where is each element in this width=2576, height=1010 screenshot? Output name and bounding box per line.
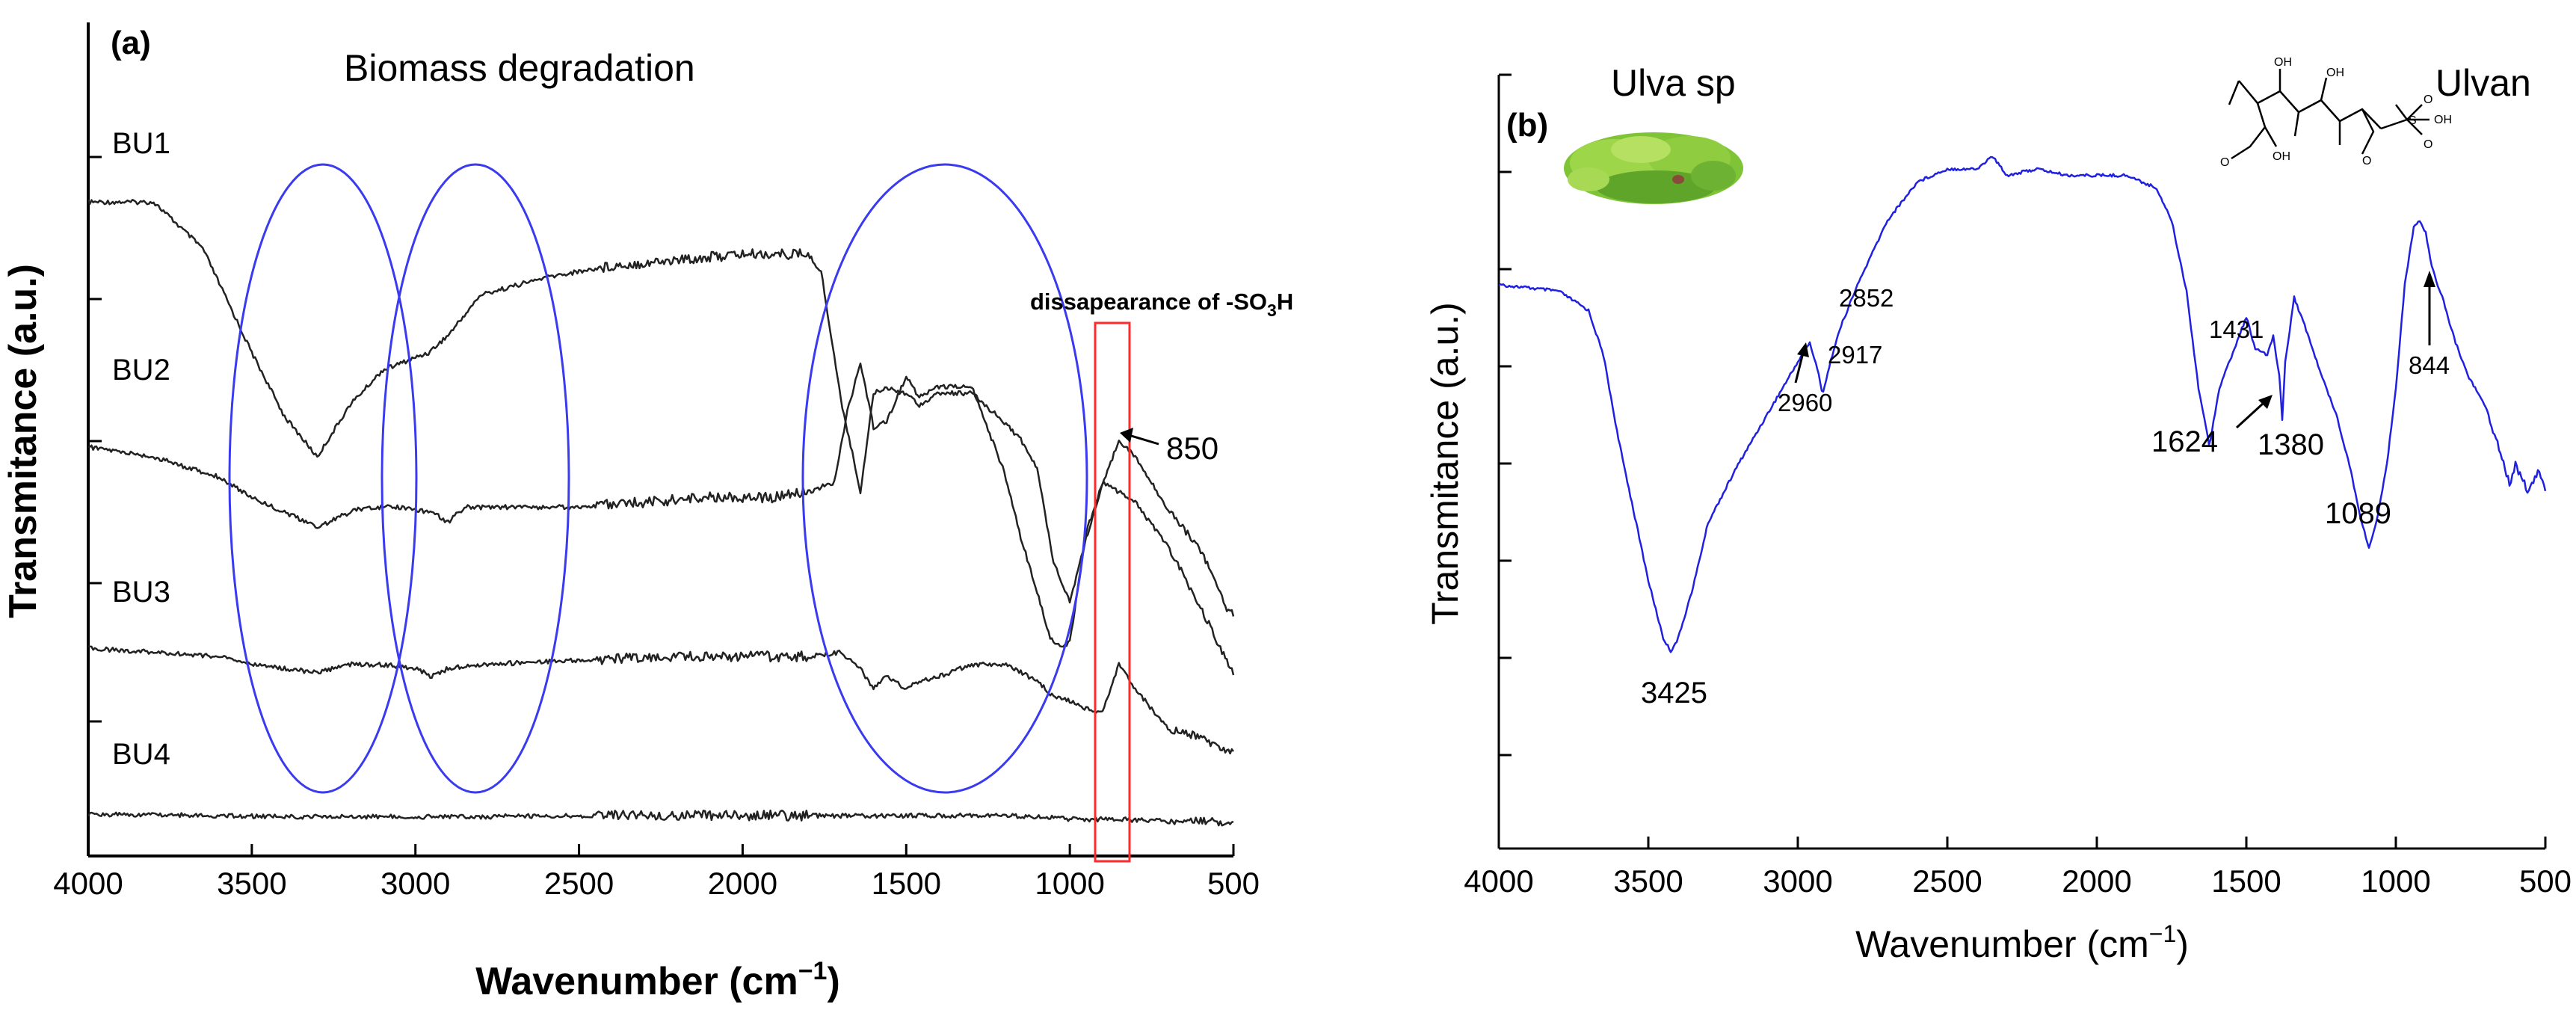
ellipse-oh-region bbox=[228, 163, 418, 794]
svg-text:O: O bbox=[2424, 138, 2432, 151]
panel-a-title: Biomass degradation bbox=[344, 47, 695, 89]
panel-a-y-ticks bbox=[88, 155, 102, 723]
ellipse-carbonyl-region bbox=[801, 163, 1088, 794]
compound-label: Ulvan bbox=[2435, 62, 2531, 104]
svg-text:O: O bbox=[2424, 93, 2432, 106]
series-line-bu4 bbox=[87, 809, 1234, 827]
peak-1380-arrow bbox=[2235, 402, 2264, 429]
x-tick-label: 1000 bbox=[2361, 863, 2430, 899]
peak-844-arrowhead bbox=[2424, 271, 2435, 287]
panel-b-y-label: Transmitance (a.u.) bbox=[1424, 302, 1466, 625]
x-tick-label: 500 bbox=[1207, 866, 1260, 901]
series-label-bu1: BU1 bbox=[112, 127, 170, 160]
svg-text:OH: OH bbox=[2273, 150, 2290, 163]
panel-a: 4000 3500 3000 2500 2000 1500 1000 500 BU1BU2BU… bbox=[1, 22, 1293, 1003]
panel-a-series: BU1 BU2 BU3 BU4 bbox=[87, 127, 1235, 827]
panel-b-x-label: Wavenumber (cm−1) bbox=[1855, 920, 2189, 965]
panel-a-y-label: Transmitance (a.u.) bbox=[1, 264, 45, 618]
series-label-bu3: BU3 bbox=[112, 576, 170, 609]
peak-label-1089: 1089 bbox=[2325, 497, 2391, 530]
ulva-seaweed-image bbox=[1564, 132, 1743, 204]
x-tick-label: 2500 bbox=[544, 866, 614, 901]
peak-label-1380: 1380 bbox=[2258, 428, 2324, 461]
peak-label-844: 844 bbox=[2409, 351, 2450, 379]
panel-a-x-ticks: 4000 3500 3000 2500 2000 1500 1000 500 bbox=[53, 844, 1260, 901]
x-tick-label: 2000 bbox=[2062, 863, 2131, 899]
panel-a-label: (a) bbox=[111, 25, 151, 61]
panel-b: 4000 3500 3000 2500 2000 1500 1000 500 (b) Ulva… bbox=[1424, 56, 2572, 965]
peak-label-1431: 1431 bbox=[2209, 315, 2264, 343]
series-line-bu2 bbox=[87, 362, 1235, 676]
peak-label-2960: 2960 bbox=[1778, 389, 1832, 416]
x-tick-label: 2500 bbox=[1912, 863, 1982, 899]
sulfate-highlight-box bbox=[1094, 321, 1131, 863]
peak-850-arrowhead bbox=[1120, 428, 1133, 443]
peak-2960-arrowhead bbox=[1797, 342, 1809, 357]
peak-label-1624: 1624 bbox=[2151, 425, 2218, 458]
series-line-bu1 bbox=[87, 199, 1235, 617]
svg-text:OH: OH bbox=[2326, 67, 2344, 79]
panel-b-x-ticks: 4000 3500 3000 2500 2000 1500 1000 500 bbox=[1464, 837, 2572, 899]
x-tick-label: 500 bbox=[2519, 863, 2572, 899]
svg-text:S: S bbox=[2409, 114, 2417, 127]
series-label-bu2: BU2 bbox=[112, 354, 170, 387]
svg-text:O: O bbox=[2220, 156, 2229, 169]
svg-text:OH: OH bbox=[2434, 114, 2452, 126]
x-tick-label: 1000 bbox=[1035, 866, 1104, 901]
x-tick-label: 3500 bbox=[217, 866, 286, 901]
peak-2960-arrow bbox=[1794, 352, 1805, 384]
peak-850-arrow bbox=[1128, 434, 1159, 446]
x-tick-label: 1500 bbox=[872, 866, 941, 901]
x-tick-label: 4000 bbox=[53, 866, 123, 901]
peak-1380-arrowhead bbox=[2258, 395, 2273, 409]
peak-label-2917: 2917 bbox=[1828, 341, 1882, 369]
peak-label-3425: 3425 bbox=[1641, 677, 1707, 709]
x-tick-label: 3000 bbox=[1763, 863, 1832, 899]
sulfate-removal-note: dissapearance of -SO3H bbox=[1030, 289, 1293, 320]
panel-b-label: (b) bbox=[1506, 107, 1548, 144]
series-line-bu3 bbox=[87, 645, 1234, 755]
x-tick-label: 1500 bbox=[2211, 863, 2281, 899]
series-line-ulvan-ftir bbox=[1498, 155, 2547, 653]
panel-b-series bbox=[1498, 155, 2547, 653]
x-tick-label: 3000 bbox=[380, 866, 450, 901]
svg-text:OH: OH bbox=[2274, 56, 2292, 69]
species-label: Ulva sp bbox=[1611, 62, 1736, 104]
ulvan-structure-icon bbox=[2228, 69, 2429, 160]
panel-a-x-label: Wavenumber (cm−1) bbox=[475, 957, 840, 1003]
peak-label-850: 850 bbox=[1166, 431, 1218, 466]
x-tick-label: 3500 bbox=[1613, 863, 1683, 899]
x-tick-label: 2000 bbox=[708, 866, 777, 901]
x-tick-label: 4000 bbox=[1464, 863, 1533, 899]
series-label-bu4: BU4 bbox=[112, 738, 170, 771]
ulvan-structure-atoms: OH OH O S O O OH O OH bbox=[2220, 56, 2452, 169]
peak-label-2852: 2852 bbox=[1839, 284, 1894, 312]
svg-text:O: O bbox=[2362, 155, 2371, 167]
panel-b-y-ticks bbox=[1499, 73, 1512, 757]
ellipse-ch-region bbox=[380, 163, 570, 794]
